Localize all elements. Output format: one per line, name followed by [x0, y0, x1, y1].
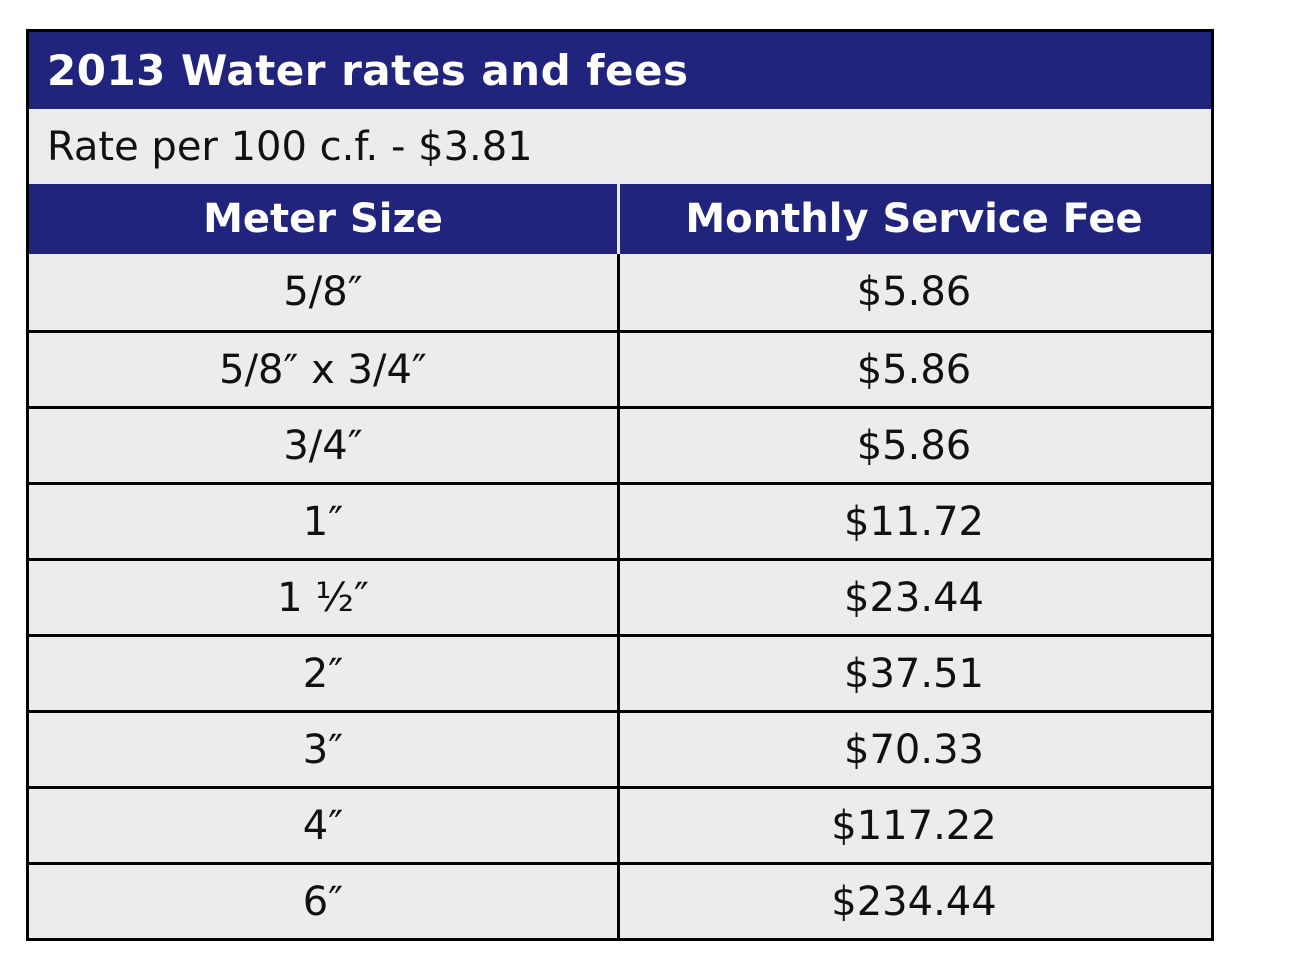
table-title: 2013 Water rates and fees [47, 46, 689, 95]
water-rates-table: 2013 Water rates and fees Rate per 100 c… [26, 29, 1214, 941]
meter-size-cell: 5/8″ x 3/4″ [29, 333, 620, 406]
table-body: 5/8″ $5.86 5/8″ x 3/4″ $5.86 3/4″ $5.86 … [29, 254, 1211, 938]
table-row: 6″ $234.44 [29, 862, 1211, 938]
header-monthly-service-fee: Monthly Service Fee [685, 196, 1143, 242]
meter-size-cell: 4″ [29, 789, 620, 862]
meter-size-cell: 1″ [29, 485, 620, 558]
meter-size-cell: 6″ [29, 865, 620, 938]
meter-size-cell: 3″ [29, 713, 620, 786]
table-row: 4″ $117.22 [29, 786, 1211, 862]
fee-cell: $234.44 [831, 878, 997, 925]
table-row: 1″ $11.72 [29, 482, 1211, 558]
fee-cell: $5.86 [856, 346, 972, 393]
fee-cell: $23.44 [844, 574, 984, 621]
fee-cell: $5.86 [856, 269, 972, 315]
table-row: 3/4″ $5.86 [29, 406, 1211, 482]
fee-cell: $11.72 [844, 498, 984, 545]
fee-cell: $117.22 [831, 802, 997, 849]
rate-per-100cf: Rate per 100 c.f. - $3.81 [47, 123, 533, 170]
table-row: 1 ½″ $23.44 [29, 558, 1211, 634]
fee-cell: $37.51 [844, 650, 984, 697]
meter-size-cell: 2″ [29, 637, 620, 710]
table-row: 2″ $37.51 [29, 634, 1211, 710]
table-title-row: 2013 Water rates and fees [29, 32, 1211, 109]
rate-row: Rate per 100 c.f. - $3.81 [29, 109, 1211, 184]
table-row: 5/8″ $5.86 [29, 254, 1211, 330]
header-meter-size: Meter Size [29, 184, 620, 254]
fee-cell: $70.33 [844, 726, 984, 773]
table-row: 5/8″ x 3/4″ $5.86 [29, 330, 1211, 406]
table-row: 3″ $70.33 [29, 710, 1211, 786]
meter-size-cell: 5/8″ [29, 254, 620, 330]
fee-cell: $5.86 [856, 422, 972, 469]
meter-size-cell: 1 ½″ [29, 561, 620, 634]
meter-size-cell: 3/4″ [29, 409, 620, 482]
column-header-row: Meter Size Monthly Service Fee [29, 184, 1211, 254]
